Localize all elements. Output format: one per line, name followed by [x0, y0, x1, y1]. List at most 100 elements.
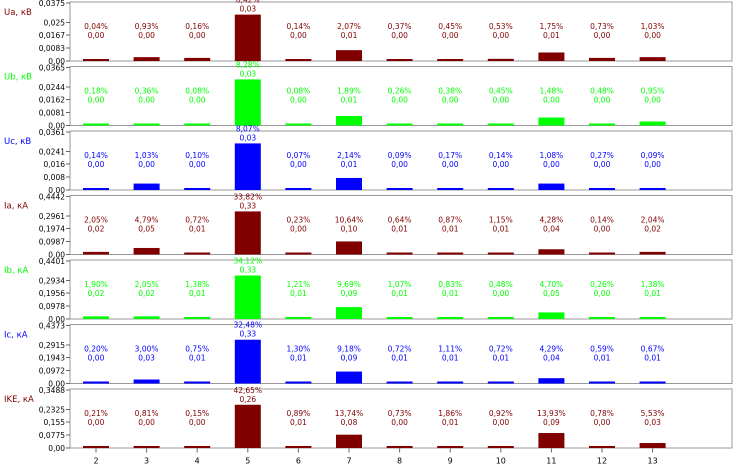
bar — [133, 316, 160, 319]
bar-percent-label: 0,26% — [388, 87, 412, 96]
bar — [133, 57, 160, 61]
bar-value-label: 0,04 — [543, 225, 560, 234]
y-tick-label: 0,0083 — [39, 44, 65, 53]
bar-value-label: 0,00 — [492, 96, 509, 105]
bar-percent-label: 4,70% — [539, 280, 563, 289]
bar — [336, 241, 362, 255]
bar — [234, 211, 261, 255]
bar — [234, 79, 261, 126]
bar-percent-label: 0,23% — [286, 216, 310, 225]
y-tick-label: 0,1943 — [39, 354, 65, 363]
bar — [538, 249, 565, 255]
bar-percent-label: 0,26% — [590, 280, 614, 289]
bar — [83, 123, 109, 126]
bar — [234, 275, 261, 319]
y-tick-label: 0,0972 — [39, 367, 65, 376]
bar-percent-label: 0,14% — [84, 151, 108, 160]
y-tick-label: 0,0987 — [39, 238, 65, 247]
bar — [234, 143, 261, 190]
bar-percent-label: 0,78% — [590, 409, 614, 418]
bar — [437, 59, 464, 61]
bar-percent-label: 1,03% — [135, 151, 159, 160]
bar-percent-label: 1,90% — [84, 280, 108, 289]
y-tick-label: 0,00 — [48, 186, 65, 195]
x-tick-label: 13 — [648, 457, 658, 466]
panel-6: Ic, кА0,000,09720,19430,29150,43730,20%0… — [4, 321, 733, 389]
bar-percent-label: 0,14% — [286, 22, 310, 31]
y-tick-label: 0,00 — [48, 122, 65, 131]
y-tick-label: 0,0978 — [39, 302, 65, 311]
bar-percent-label: 0,16% — [185, 22, 209, 31]
bar-percent-label: 0,73% — [590, 22, 614, 31]
bar-percent-label: 32,48% — [233, 321, 262, 330]
bar-percent-label: 9,69% — [337, 280, 361, 289]
bar-percent-label: 0,20% — [84, 345, 108, 354]
bar-percent-label: 0,08% — [286, 87, 310, 96]
bar-value-label: 0,00 — [290, 31, 307, 40]
bar — [589, 446, 615, 448]
bar-percent-label: 0,07% — [286, 151, 310, 160]
bar-value-label: 0,26 — [239, 395, 256, 404]
bar-value-label: 0,00 — [88, 354, 105, 363]
bar-value-label: 0,01 — [442, 225, 459, 234]
y-tick-label: 0,0162 — [39, 96, 65, 105]
bar — [83, 251, 109, 255]
bar-percent-label: 5,53% — [641, 409, 665, 418]
bar — [336, 307, 362, 319]
bar-percent-label: 1,07% — [388, 280, 412, 289]
x-tick-label: 5 — [245, 457, 250, 466]
bar-percent-label: 0,18% — [84, 87, 108, 96]
bar — [336, 177, 362, 190]
bar — [538, 52, 565, 61]
bar-percent-label: 1,75% — [539, 22, 563, 31]
bar-percent-label: 0,15% — [185, 409, 209, 418]
bar-value-label: 0,01 — [442, 418, 459, 427]
bar — [437, 381, 464, 384]
bar-percent-label: 8,28% — [236, 60, 260, 69]
bar — [386, 446, 413, 448]
bar-percent-label: 0,93% — [135, 22, 159, 31]
bar — [285, 123, 312, 126]
bar — [133, 183, 160, 190]
y-tick-label: 0,00 — [48, 380, 65, 389]
bar-percent-label: 10,64% — [335, 216, 364, 225]
bar-percent-label: 0,83% — [438, 280, 462, 289]
y-tick-label: 0,0365 — [39, 64, 65, 73]
bar — [285, 188, 312, 190]
bar-value-label: 0,01 — [644, 354, 661, 363]
series-label: Ub, кВ — [4, 73, 32, 83]
bar-value-label: 0,00 — [543, 160, 560, 169]
bar-value-label: 0,01 — [442, 354, 459, 363]
series-label: Ic, кА — [4, 331, 28, 341]
bar — [589, 188, 615, 190]
bar — [437, 317, 464, 319]
y-tick-label: 0,0375 — [39, 0, 65, 8]
bar — [639, 251, 666, 255]
bar-value-label: 0,03 — [239, 5, 256, 14]
bar-value-label: 0,05 — [138, 225, 155, 234]
bar-value-label: 0,00 — [88, 160, 105, 169]
bar — [184, 446, 211, 448]
bar-value-label: 0,00 — [594, 31, 611, 40]
bar-percent-label: 0,21% — [84, 409, 108, 418]
bar — [589, 317, 615, 319]
bar-value-label: 0,01 — [341, 31, 358, 40]
y-tick-label: 0,025 — [44, 18, 66, 27]
bar-percent-label: 1,86% — [438, 409, 462, 418]
bar-percent-label: 0,59% — [590, 345, 614, 354]
series-label: Ua, кВ — [4, 8, 32, 18]
panel-3: Uc, кВ0,000,0080,0160,02410,03610,14%0,0… — [4, 124, 733, 195]
bar-value-label: 0,01 — [341, 160, 358, 169]
bar-value-label: 0,02 — [88, 225, 105, 234]
bar-value-label: 0,00 — [492, 418, 509, 427]
bar-value-label: 0,00 — [442, 160, 459, 169]
bar-percent-label: 0,48% — [489, 280, 513, 289]
bar-value-label: 0,00 — [644, 160, 661, 169]
bar — [386, 188, 413, 190]
bar-value-label: 0,01 — [594, 354, 611, 363]
bar-percent-label: 0,48% — [590, 87, 614, 96]
bar-value-label: 0,33 — [239, 266, 256, 275]
bar-value-label: 0,01 — [189, 225, 206, 234]
y-tick-label: 0,4373 — [39, 322, 65, 331]
